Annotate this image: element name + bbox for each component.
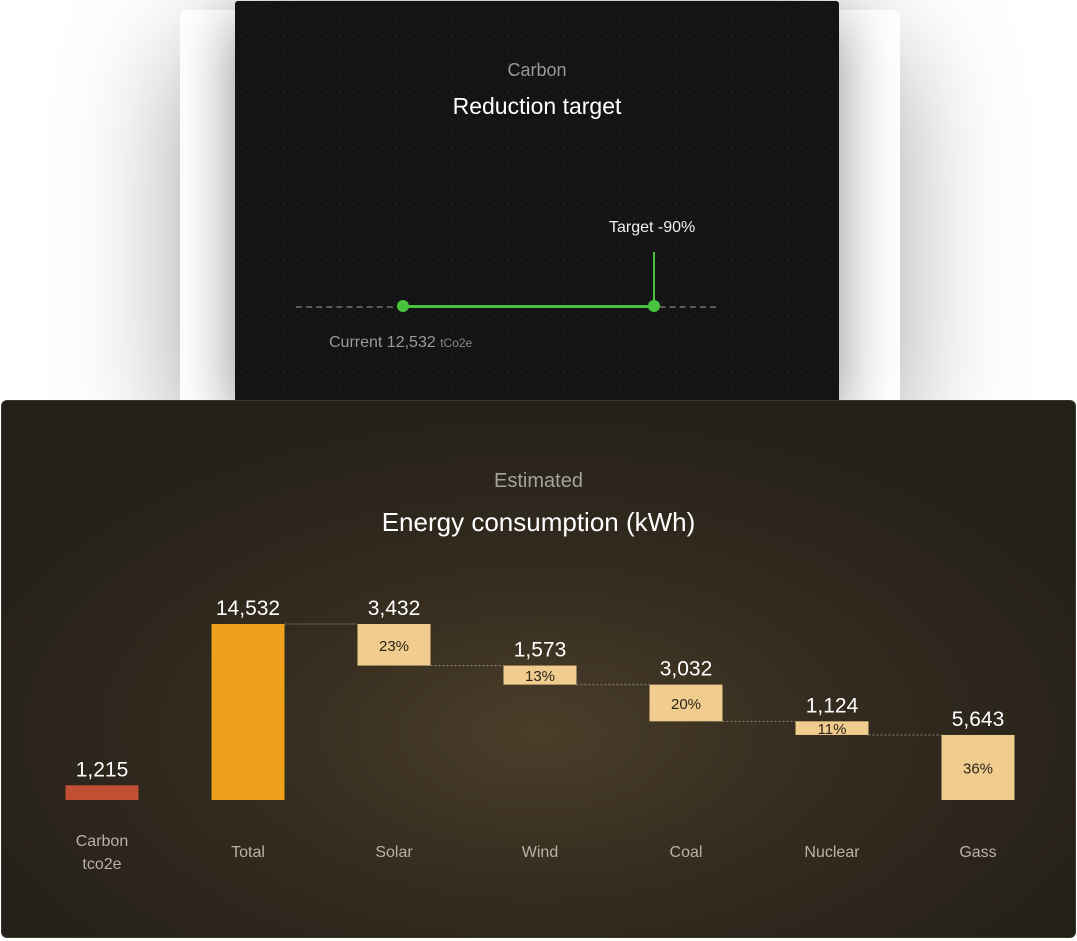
percent-label: 23% — [379, 638, 409, 655]
target-label: Target -90% — [609, 219, 696, 236]
value-label: 5,643 — [952, 708, 1005, 731]
reduction-progress-line — [403, 305, 654, 308]
category-label: Coal — [670, 844, 703, 861]
category-label: Nuclear — [804, 844, 860, 861]
current-value: Current 12,532 — [329, 334, 436, 351]
percent-label: 11% — [818, 721, 847, 738]
category-label-line: tco2e — [82, 856, 121, 873]
bar-carbon — [65, 785, 139, 800]
energy-waterfall-chart: 1,215 Carbon tco2e 14,532 Total 3,432 23% Solar… — [65, 597, 1015, 873]
energy-eyebrow: Estimated — [494, 470, 583, 492]
bar-total — [211, 624, 285, 800]
target-marker-stem — [653, 252, 655, 305]
category-label: Total — [231, 844, 265, 861]
value-label: 1,124 — [806, 694, 859, 717]
current-marker-dot — [397, 300, 409, 312]
value-label: 1,215 — [76, 758, 129, 781]
current-label: Current 12,532 tCo2e — [329, 334, 472, 352]
carbon-eyebrow: Carbon — [507, 60, 567, 80]
bar-solar — [357, 624, 431, 666]
bar-gass — [941, 734, 1015, 800]
bar-coal — [649, 684, 723, 722]
value-label: 3,432 — [368, 597, 421, 620]
value-label: 3,032 — [660, 658, 713, 681]
percent-label: 36% — [963, 760, 993, 777]
category-label: Solar — [375, 844, 413, 861]
category-label: Wind — [522, 844, 558, 861]
target-marker-dot — [648, 300, 660, 312]
category-label: Carbon tco2e — [76, 833, 128, 873]
value-label: 1,573 — [514, 639, 567, 662]
category-label-line: Carbon — [76, 833, 128, 850]
bar-nuclear — [795, 721, 869, 735]
energy-title: Energy consumption (kWh) — [381, 507, 696, 537]
percent-label: 20% — [671, 696, 701, 713]
value-label: 14,532 — [216, 597, 280, 620]
percent-label: 13% — [525, 668, 555, 685]
category-label: Gass — [959, 844, 996, 861]
current-unit: tCo2e — [440, 336, 473, 350]
energy-consumption-card: Estimated Energy consumption (kWh) 1,215… — [1, 400, 1076, 938]
carbon-title: Reduction target — [452, 93, 622, 119]
carbon-reduction-card: Carbon Reduction target Target -90% Curr… — [235, 1, 839, 401]
bar-wind — [503, 665, 577, 685]
